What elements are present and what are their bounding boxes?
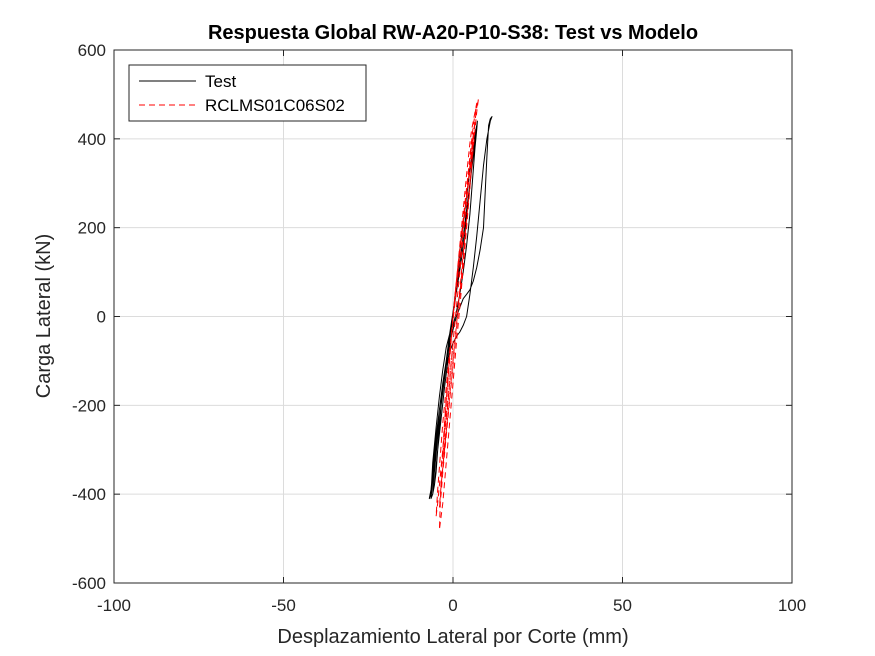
series-line-rclms01c06s02 [435, 98, 479, 531]
series-layer [428, 98, 493, 531]
x-tick-label: 0 [448, 596, 457, 615]
y-tick-label: 0 [97, 308, 106, 327]
y-tick-label: 600 [78, 41, 106, 60]
y-tick-label: -400 [72, 485, 106, 504]
x-tick-label: 100 [778, 596, 806, 615]
legend-label-model: RCLMS01C06S02 [205, 96, 345, 115]
x-tick-label: 50 [613, 596, 632, 615]
x-axis-label: Desplazamiento Lateral por Corte (mm) [277, 626, 628, 648]
series-line-test [428, 116, 493, 500]
plot-area: -100 -50 0 50 100 -600 -400 -200 0 200 400 600 [72, 41, 806, 615]
x-tick-label: -50 [271, 596, 296, 615]
y-tick-label: 200 [78, 219, 106, 238]
legend-box [128, 64, 367, 122]
chart-title: Respuesta Global RW-A20-P10-S38: Test vs… [208, 22, 698, 44]
y-tick-label: 400 [78, 130, 106, 149]
legend: Test RCLMS01C06S02 [128, 64, 367, 122]
y-tick-label: -600 [72, 574, 106, 593]
legend-label-test: Test [205, 72, 236, 91]
y-axis-label: Carga Lateral (kN) [33, 234, 55, 399]
y-tick-labels: -600 -400 -200 0 200 400 600 [72, 41, 106, 593]
y-tick-label: -200 [72, 396, 106, 415]
x-tick-label: -100 [97, 596, 131, 615]
tick-marks [113, 49, 793, 584]
x-tick-labels: -100 -50 0 50 100 [97, 596, 806, 615]
